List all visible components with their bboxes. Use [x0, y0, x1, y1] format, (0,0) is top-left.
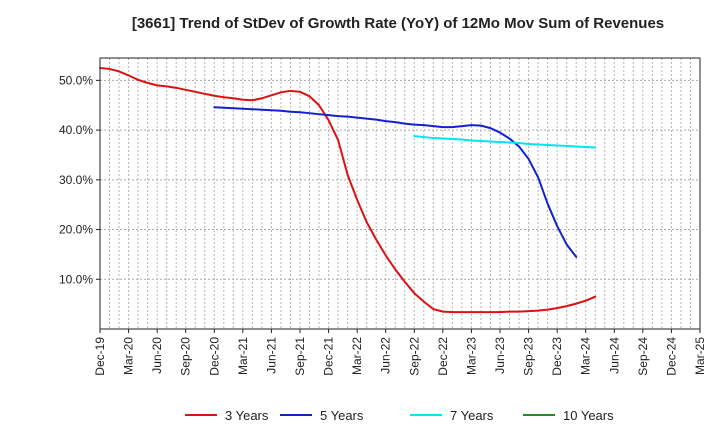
- x-tick-label: Sep-20: [179, 337, 193, 376]
- y-tick-label: 20.0%: [59, 223, 93, 237]
- series-line-3-years: [99, 66, 597, 314]
- x-tick-label: Sep-23: [522, 337, 536, 376]
- series-layer: [99, 66, 597, 314]
- x-tick-label: Sep-24: [636, 337, 650, 376]
- x-tick-label: Dec-19: [93, 337, 107, 376]
- series-line-7-years: [413, 135, 597, 149]
- y-tick-label: 10.0%: [59, 272, 93, 286]
- x-tick-label: Jun-20: [150, 337, 164, 374]
- grid: [100, 58, 700, 329]
- x-tick-label: Sep-21: [293, 337, 307, 376]
- legend-label: 3 Years: [225, 408, 269, 423]
- y-tick-label: 50.0%: [59, 73, 93, 87]
- chart-title: [3661] Trend of StDev of Growth Rate (Yo…: [132, 15, 664, 32]
- x-tick-label: Jun-22: [379, 337, 393, 374]
- x-tick-label: Jun-24: [607, 337, 621, 374]
- x-tick-label: Dec-21: [322, 337, 336, 376]
- x-tick-label: Jun-23: [493, 337, 507, 374]
- x-tick-label: Sep-22: [407, 337, 421, 376]
- x-tick-label: Dec-24: [664, 337, 678, 376]
- x-tick-label: Mar-24: [579, 337, 593, 375]
- x-tick-label: Mar-21: [236, 337, 250, 375]
- legend-label: 7 Years: [450, 408, 494, 423]
- y-tick-label: 30.0%: [59, 173, 93, 187]
- legend-label: 5 Years: [320, 408, 364, 423]
- x-axis: Dec-19 Mar-20 Jun-20 Sep-20 Dec-20 Mar-21 Jun-…: [93, 329, 707, 376]
- x-tick-label: Jun-21: [264, 337, 278, 374]
- x-tick-label: Dec-22: [436, 337, 450, 376]
- x-tick-label: Dec-20: [207, 337, 221, 376]
- x-tick-label: Mar-23: [464, 337, 478, 375]
- x-tick-label: Mar-25: [693, 337, 707, 375]
- legend: 3 Years 5 Years 7 Years 10 Years: [185, 408, 614, 423]
- y-tick-label: 40.0%: [59, 123, 93, 137]
- plot-frame: [99, 57, 701, 330]
- x-tick-label: Mar-20: [122, 337, 136, 375]
- legend-label: 10 Years: [563, 408, 614, 423]
- x-tick-label: Dec-23: [550, 337, 564, 376]
- x-tick-label: Mar-22: [350, 337, 364, 375]
- y-axis: 10.0% 20.0% 30.0% 40.0% 50.0%: [59, 73, 100, 286]
